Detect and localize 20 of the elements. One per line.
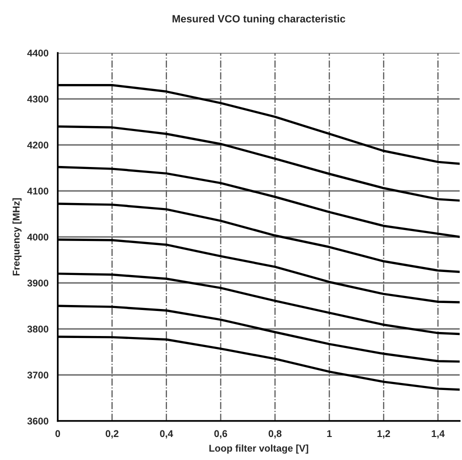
- y-tick-label: 3600: [27, 418, 48, 425]
- y-tick-label: 3900: [27, 280, 48, 287]
- x-tick-label: 1,4: [432, 430, 445, 438]
- y-tick-label: 4200: [27, 142, 48, 149]
- x-tick-label: 1,2: [378, 430, 390, 438]
- x-tick-label: 0,2: [106, 430, 118, 438]
- y-tick-label: 4300: [27, 96, 48, 103]
- y-tick-label: 3800: [27, 326, 48, 333]
- x-tick-label: 0,6: [214, 430, 228, 438]
- x-tick-label: 0,8: [268, 430, 282, 438]
- y-tick-label: 4400: [27, 50, 48, 57]
- y-tick-label: 4100: [27, 188, 48, 195]
- x-tick-label: 1: [327, 430, 332, 437]
- y-tick-label: 4000: [27, 234, 48, 241]
- y-axis-title: Frequency [MHz]: [12, 198, 22, 276]
- x-tick-label: 0,4: [160, 430, 174, 438]
- chart-title: Mesured VCO tuning characteristic: [172, 14, 346, 25]
- y-tick-label: 3700: [27, 372, 48, 379]
- x-tick-label: 0: [55, 430, 60, 438]
- x-axis-title: Loop filter voltage [V]: [209, 444, 308, 454]
